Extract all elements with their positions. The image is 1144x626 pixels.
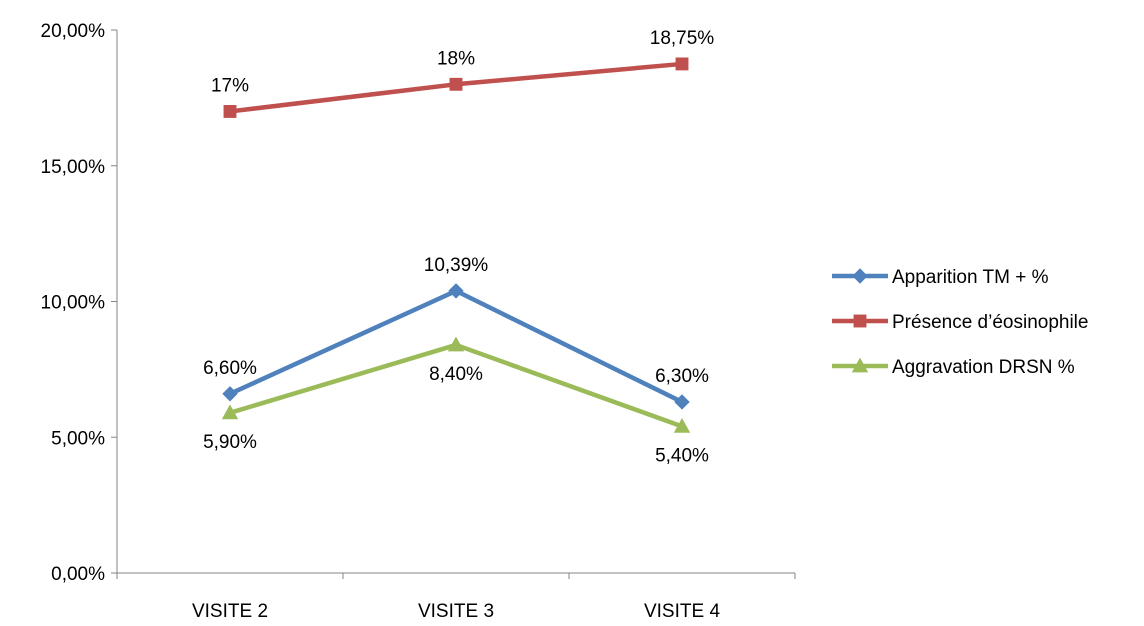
y-tick-label: 10,00% — [41, 293, 106, 314]
data-point — [449, 77, 463, 91]
data-point — [673, 418, 691, 433]
axes: 0,00% 5,00% 10,00% 15,00% 20,00% VISITE 2 VISI… — [41, 21, 796, 622]
data-point — [221, 404, 239, 420]
x-tick-label: VISITE 3 — [418, 601, 494, 622]
data-label: 8,40% — [429, 364, 483, 385]
series-markers — [221, 57, 691, 433]
legend-label: Apparition TM + % — [892, 267, 1049, 288]
legend-label: Présence d’éosinophile — [892, 312, 1088, 333]
y-tick-label: 5,00% — [51, 428, 105, 449]
data-point — [223, 105, 237, 118]
legend-marker — [852, 268, 868, 284]
x-tick-label: VISITE 2 — [192, 601, 268, 622]
legend-label: Aggravation DRSN % — [892, 357, 1075, 378]
data-labels: 6,60% 10,39% 6,30% 17% 18% 18,75% 5,90% 8,40% 5,… — [203, 28, 714, 466]
legend-marker — [853, 314, 867, 328]
data-label: 5,90% — [203, 432, 257, 453]
y-tick-label: 0,00% — [51, 564, 105, 585]
y-tick-label: 15,00% — [41, 157, 106, 178]
legend: Apparition TM + % Présence d’éosinophile A… — [832, 267, 1088, 378]
data-point — [222, 386, 238, 402]
x-tick-label: VISITE 4 — [644, 601, 720, 622]
data-point — [674, 394, 690, 410]
series-line — [227, 342, 685, 429]
data-point — [448, 283, 464, 299]
data-label: 18% — [437, 48, 475, 69]
legend-marker — [851, 357, 869, 373]
data-label: 6,60% — [203, 358, 257, 379]
data-label: 18,75% — [650, 28, 715, 49]
data-label: 17% — [211, 75, 249, 96]
y-tick-label: 20,00% — [41, 21, 106, 42]
data-label: 6,30% — [655, 366, 709, 387]
data-point — [675, 57, 689, 71]
data-label: 5,40% — [655, 445, 709, 466]
data-point — [447, 336, 465, 352]
data-label: 10,39% — [424, 255, 489, 276]
